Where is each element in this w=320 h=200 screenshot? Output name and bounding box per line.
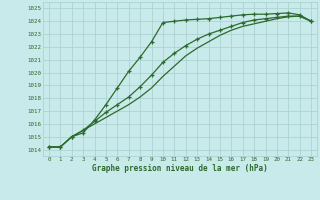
X-axis label: Graphe pression niveau de la mer (hPa): Graphe pression niveau de la mer (hPa) [92, 164, 268, 173]
